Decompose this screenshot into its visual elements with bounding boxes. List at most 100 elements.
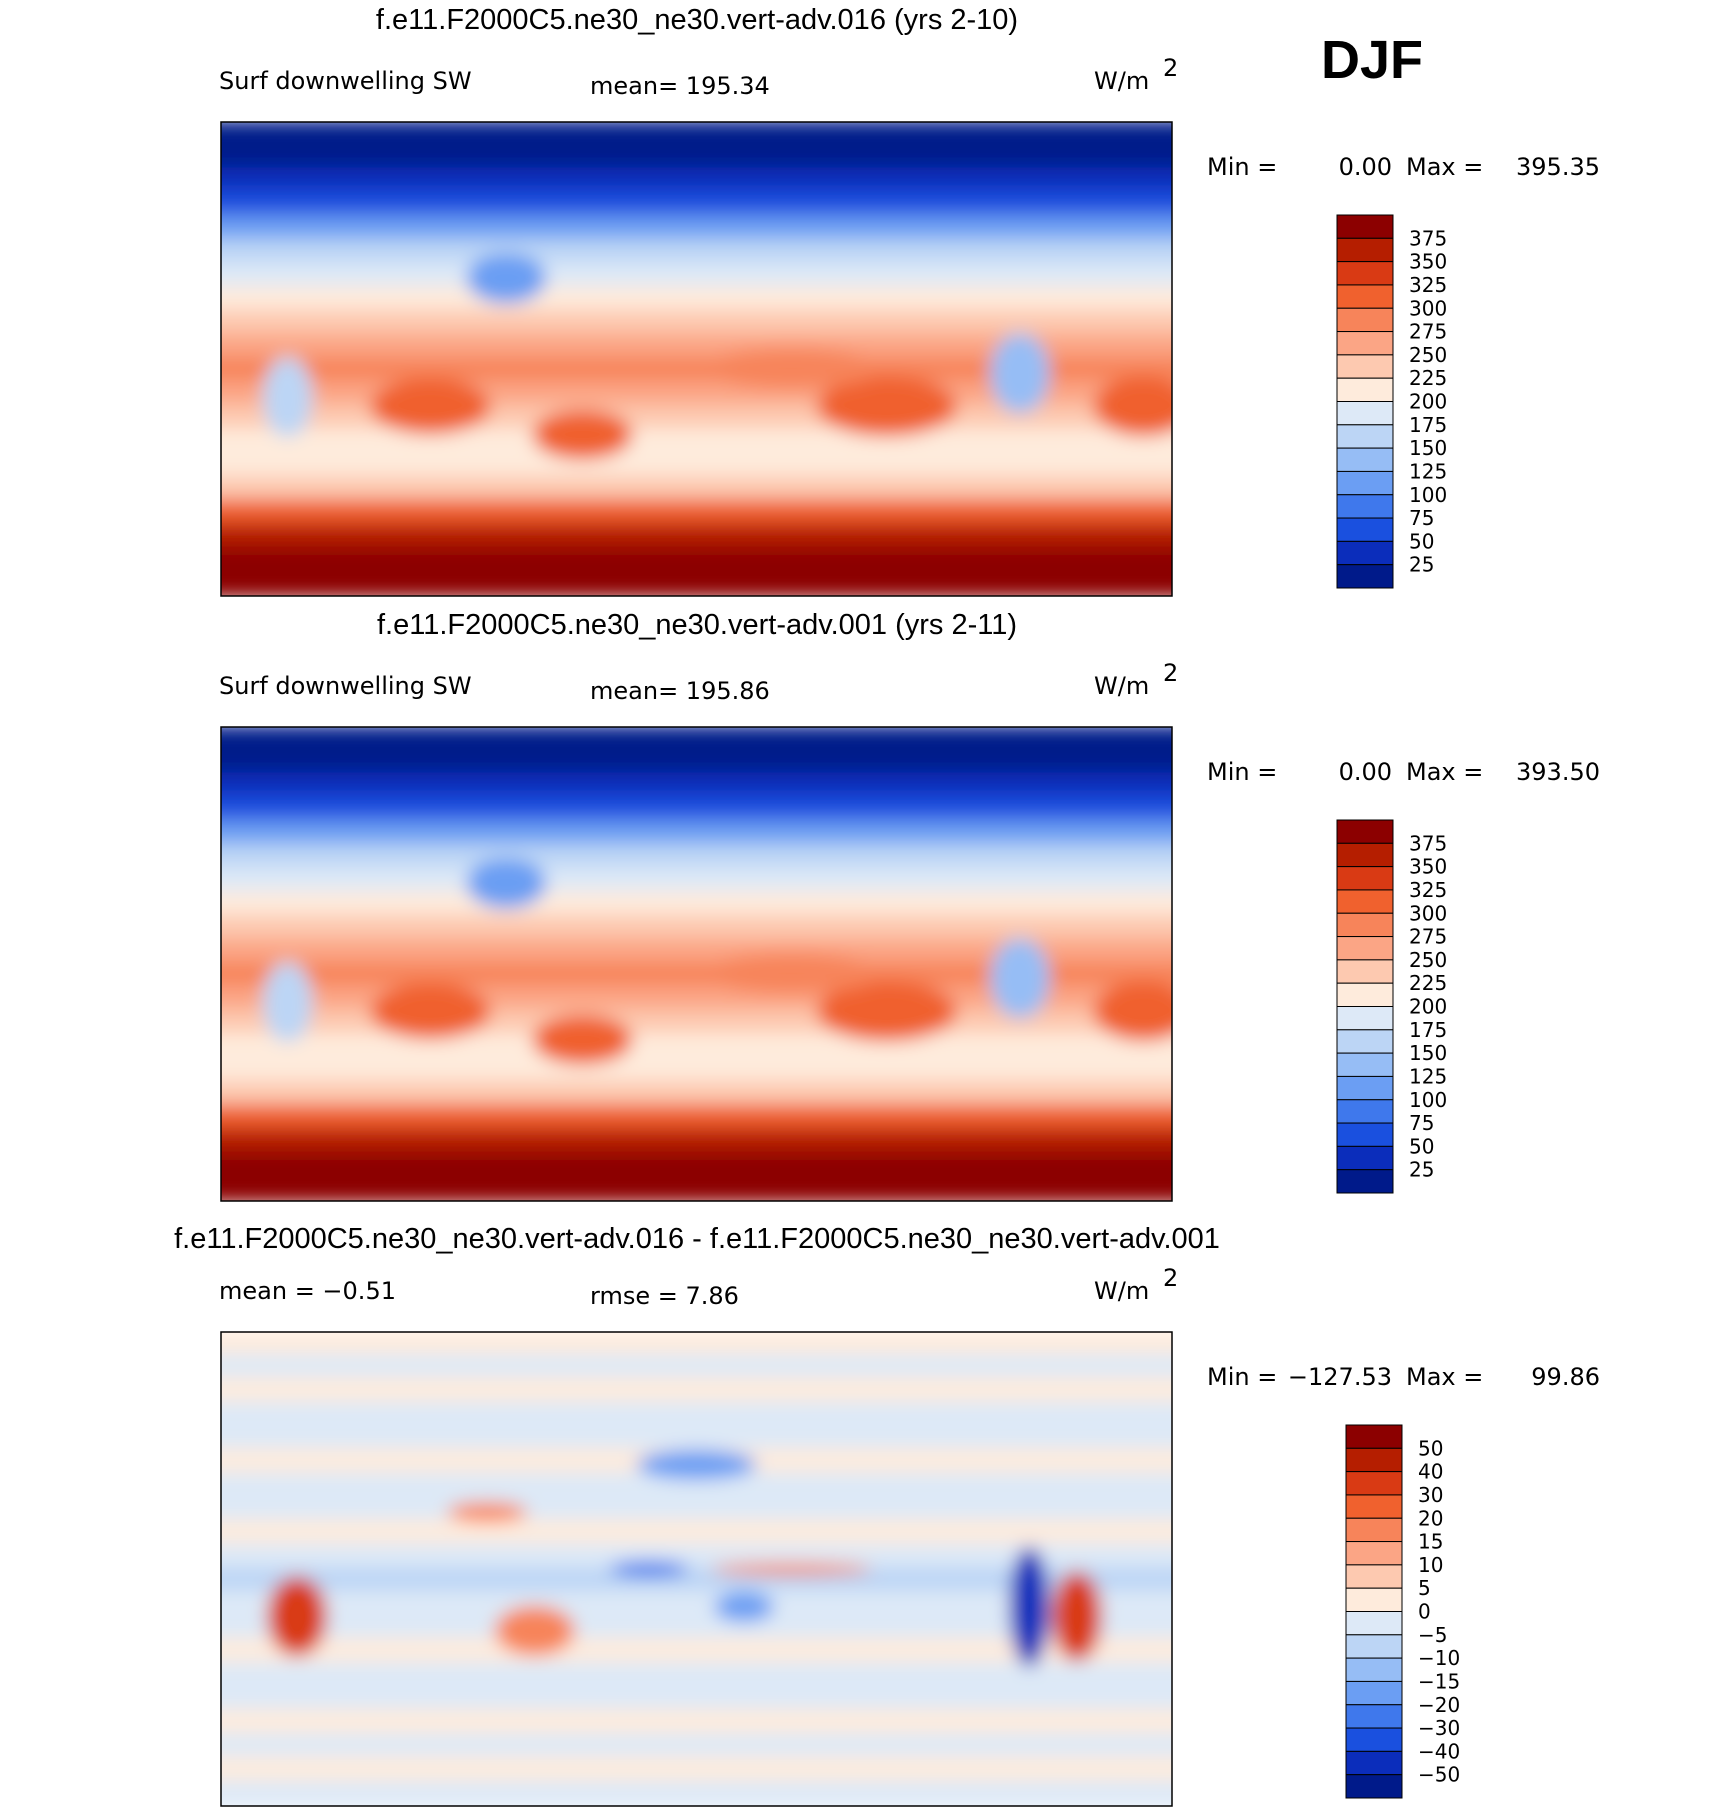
colorbar-label: 300 — [1409, 901, 1447, 925]
field-blob — [714, 1591, 775, 1622]
field-blob — [816, 376, 957, 437]
colorbar-box — [1336, 401, 1394, 426]
colorbar-box — [1336, 1145, 1394, 1171]
lat-band — [221, 1127, 1172, 1156]
colorbar-box — [1336, 1006, 1394, 1031]
field-blob — [494, 1605, 575, 1656]
lat-band — [221, 1009, 1172, 1038]
lat-band — [221, 1377, 1172, 1406]
colorbar-box — [1336, 959, 1394, 984]
season-label: DJF — [1321, 30, 1423, 90]
lat-band — [221, 890, 1172, 919]
colorbar-box — [1336, 540, 1394, 566]
field-blob — [447, 1502, 528, 1523]
lat-band — [221, 1080, 1172, 1109]
lat-band — [221, 819, 1172, 848]
colorbar-label: 150 — [1409, 436, 1447, 460]
units-sup: 2 — [1163, 659, 1178, 687]
colorbar-box — [1336, 1052, 1394, 1077]
lat-band — [221, 1732, 1172, 1761]
lat-band — [221, 1175, 1172, 1201]
colorbar-label: 325 — [1409, 878, 1447, 902]
max-value: 99.86 — [1531, 1363, 1600, 1391]
colorbar-label: 350 — [1409, 250, 1447, 274]
colorbar-box — [1345, 1587, 1403, 1612]
map-field-soft — [221, 122, 1172, 596]
colorbar-label: 20 — [1418, 1506, 1443, 1530]
lat-band — [221, 428, 1172, 456]
lat-band — [221, 238, 1172, 267]
units-label: W/m — [1094, 1277, 1149, 1305]
colorbar-box — [1345, 1750, 1403, 1776]
colorbar-box — [1345, 1564, 1403, 1589]
panel: f.e11.F2000C5.ne30_ne30.vert-adv.001 (yr… — [219, 609, 1600, 1202]
lat-band — [221, 143, 1172, 172]
colorbar-label: 250 — [1409, 343, 1447, 367]
colorbar-box — [1336, 936, 1394, 961]
colorbar-label: 15 — [1418, 1530, 1443, 1554]
field-blob — [989, 938, 1050, 1019]
lat-band — [221, 748, 1172, 777]
field-blob — [532, 1014, 633, 1065]
colorbar-label: 375 — [1409, 226, 1447, 250]
units-sup: 2 — [1163, 54, 1178, 82]
center-label: rmse = 7.86 — [590, 1282, 739, 1310]
colorbar-box — [1336, 912, 1394, 938]
colorbar-label: 275 — [1409, 925, 1447, 949]
colorbar-box — [1336, 424, 1394, 449]
colorbar-box — [1336, 307, 1394, 333]
lat-band — [221, 570, 1172, 596]
lat-band — [221, 1780, 1172, 1806]
lat-band — [221, 1661, 1172, 1690]
colorbar-box — [1345, 1634, 1403, 1659]
colorbar-label: 225 — [1409, 366, 1447, 390]
min-value: 0.00 — [1339, 758, 1392, 786]
colorbar-label: 25 — [1409, 553, 1434, 577]
colorbar-label: 30 — [1418, 1483, 1443, 1507]
field-blob — [466, 253, 547, 304]
min-value: 0.00 — [1339, 153, 1392, 181]
colorbar-box — [1336, 377, 1394, 402]
lat-band — [221, 1033, 1172, 1061]
colorbar-label: 25 — [1409, 1158, 1434, 1182]
colorbar-label: 50 — [1409, 529, 1434, 553]
field-blob — [636, 1449, 757, 1480]
colorbar-box — [1345, 1657, 1403, 1682]
colorbar-box — [1336, 214, 1394, 239]
units-label: W/m — [1094, 672, 1149, 700]
colorbar-label: 5 — [1418, 1576, 1431, 1600]
lat-band — [221, 546, 1172, 575]
colorbar-label: 350 — [1409, 855, 1447, 879]
field-blob — [262, 356, 313, 437]
lat-band — [221, 191, 1172, 219]
colorbar-label: 150 — [1409, 1041, 1447, 1065]
colorbar-box — [1336, 447, 1394, 472]
map-field — [221, 727, 1172, 1201]
colorbar-label: 250 — [1409, 948, 1447, 972]
lat-band — [221, 167, 1172, 196]
lat-band — [221, 309, 1172, 338]
colorbar-box — [1336, 331, 1394, 356]
max-label: Max = — [1406, 758, 1483, 786]
map-field-soft — [221, 1332, 1172, 1806]
colorbar-label: −50 — [1418, 1763, 1460, 1787]
colorbar-label: 200 — [1409, 390, 1447, 414]
colorbar-label: 10 — [1418, 1553, 1443, 1577]
colorbar-box — [1336, 866, 1394, 891]
lat-band — [221, 499, 1172, 527]
colorbar-box — [1336, 354, 1394, 379]
colorbar-label: −30 — [1418, 1716, 1460, 1740]
colorbar-label: 40 — [1418, 1460, 1443, 1484]
max-label: Max = — [1406, 1363, 1483, 1391]
field-blob — [701, 953, 882, 994]
colorbar-label: 300 — [1409, 296, 1447, 320]
colorbar-box — [1345, 1611, 1403, 1636]
colorbar-label: 375 — [1409, 831, 1447, 855]
lat-band — [221, 1151, 1172, 1180]
colorbar-box — [1345, 1541, 1403, 1566]
left-label: Surf downwelling SW — [219, 67, 472, 95]
lat-band — [221, 1519, 1172, 1548]
lat-band — [221, 914, 1172, 943]
panel: f.e11.F2000C5.ne30_ne30.vert-adv.016 - f… — [174, 1223, 1600, 1807]
lat-band — [221, 1353, 1172, 1382]
